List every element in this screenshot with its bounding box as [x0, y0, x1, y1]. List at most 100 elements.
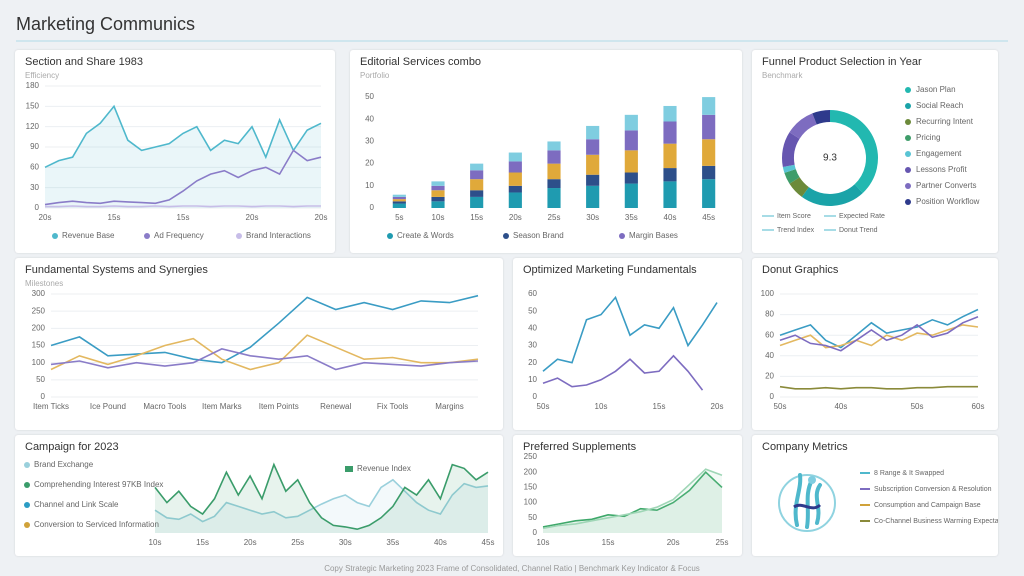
series-line: [779, 308, 979, 349]
y-tick-label: 0: [533, 528, 538, 537]
legend-swatch: [905, 151, 911, 157]
bar-segment: [586, 185, 600, 208]
legend-swatch: [52, 233, 58, 239]
bar-segment: [431, 196, 445, 202]
x-tick-label: 10s: [432, 213, 445, 222]
x-tick-label: 30s: [339, 538, 352, 547]
bar-segment: [392, 196, 406, 200]
y-tick-label: 0: [41, 392, 46, 401]
series-line: [542, 295, 718, 372]
series-line: [154, 478, 489, 523]
bar-segment: [663, 143, 677, 169]
bar-segment: [392, 203, 406, 208]
bar-segment: [586, 154, 600, 175]
legend-label: Engagement: [916, 149, 962, 158]
chart-title: Donut Graphics: [762, 264, 839, 276]
y-tick-label: 50: [365, 92, 374, 101]
x-tick-label: 20s: [244, 538, 257, 547]
legend-label: Consumption and Campaign Base: [874, 502, 981, 509]
chart: Preferred Supplements 0 50 100 150 200 250 10s 1…: [523, 441, 728, 547]
x-tick-label: Item Ticks: [33, 402, 69, 411]
legend-swatch: [905, 199, 911, 205]
bar-segment: [508, 152, 522, 162]
series-line: [779, 324, 979, 349]
bar-segment: [586, 139, 600, 155]
y-tick-label: 20: [365, 159, 374, 168]
legend-label: Lessons Profit: [916, 165, 967, 174]
legend-label: Conversion to Serviced Information: [34, 520, 159, 529]
chart-subtitle: Efficiency: [25, 71, 59, 80]
bar-segment: [392, 201, 406, 204]
x-tick-label: 15s: [602, 538, 615, 547]
y-tick-label: 90: [30, 142, 39, 151]
donut-segment: [789, 113, 817, 139]
x-tick-label: 15s: [196, 538, 209, 547]
legend-swatch: [24, 482, 30, 488]
metrics-card: Company Metrics 8 Range & It Swapped Subs…: [762, 441, 1014, 532]
legend-label: Social Reach: [916, 101, 963, 110]
legend-label: Recurring Intent: [916, 117, 974, 126]
y-tick-label: 150: [524, 483, 538, 492]
legend-label: Create & Words: [397, 231, 454, 240]
legend-swatch: [24, 462, 30, 468]
bar-segment: [392, 199, 406, 202]
bar-segment: [470, 170, 484, 180]
x-tick-label: 15s: [470, 213, 483, 222]
bar-segment: [470, 190, 484, 197]
metrics-icon: [778, 473, 836, 532]
y-tick-label: 250: [524, 452, 538, 461]
annotation-label: Donut Trend: [839, 227, 878, 234]
legend-swatch: [236, 233, 242, 239]
bar-segment: [624, 150, 638, 173]
y-tick-label: 250: [32, 306, 46, 315]
bar-segment: [547, 188, 561, 208]
series-line: [154, 462, 489, 531]
bar-segment: [547, 163, 561, 180]
chart-title: Editorial Services combo: [360, 56, 481, 68]
x-tick-label: 10s: [537, 538, 550, 547]
x-tick-label: Renewal: [320, 402, 351, 411]
bar-segment: [508, 161, 522, 173]
x-tick-label: 20s: [315, 213, 328, 222]
area-fill: [543, 469, 722, 533]
chart-title: Section and Share 1983: [25, 56, 143, 68]
bar-segment: [508, 172, 522, 186]
series-line: [50, 334, 479, 371]
x-tick-label: Macro Tools: [143, 402, 186, 411]
chart: Fundamental Systems and Synergies Milesto…: [25, 264, 479, 411]
legend-label: Season Brand: [513, 231, 564, 240]
legend-swatch: [24, 502, 30, 508]
y-tick-label: 30: [528, 341, 537, 350]
bar-segment: [431, 190, 445, 197]
legend-label: Jason Plan: [916, 85, 956, 94]
bar-segment: [586, 125, 600, 140]
y-tick-label: 300: [32, 289, 46, 298]
bar-segment: [663, 121, 677, 144]
legend-swatch: [905, 167, 911, 173]
annotation-label: Revenue Index: [357, 464, 411, 473]
chart-title: Campaign for 2023: [25, 441, 119, 453]
legend-label: Channel and Link Scale: [34, 500, 119, 509]
bar-segment: [624, 172, 638, 184]
y-tick-label: 30: [365, 137, 374, 146]
x-tick-label: 40s: [834, 402, 847, 411]
area-fill: [155, 464, 488, 533]
donut-segment: [782, 132, 800, 167]
series-line: [542, 354, 704, 391]
x-tick-label: 50s: [911, 402, 924, 411]
legend-label: Co-Channel Business Warming Expectations: [874, 518, 998, 525]
x-tick-label: 20s: [39, 213, 52, 222]
y-tick-label: 40: [528, 323, 537, 332]
x-tick-label: Margins: [435, 402, 463, 411]
donut-segment: [801, 184, 863, 206]
legend-label: Ad Frequency: [154, 231, 204, 240]
y-tick-label: 60: [528, 289, 537, 298]
x-tick-label: 50s: [774, 402, 787, 411]
donut-segment: [789, 177, 809, 197]
x-tick-label: 10s: [149, 538, 162, 547]
donut-segment: [784, 169, 800, 184]
legend-label: Brand Exchange: [34, 460, 94, 469]
donut-segment: [812, 110, 830, 125]
chart-subtitle: Milestones: [25, 279, 63, 288]
